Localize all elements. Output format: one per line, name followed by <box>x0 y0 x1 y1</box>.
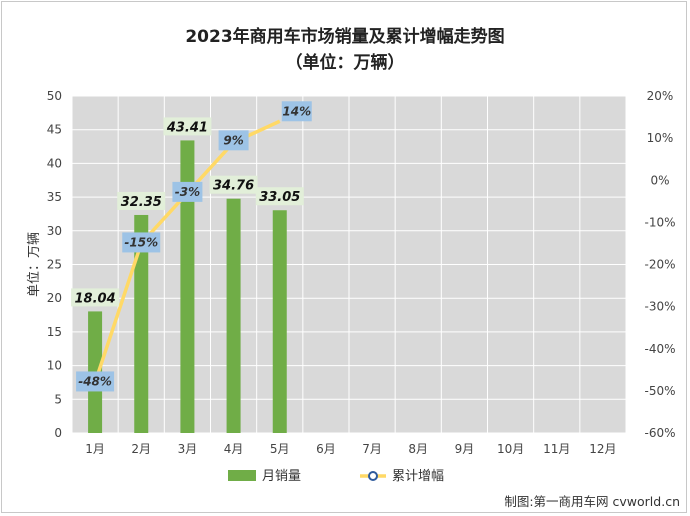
left-axis-tick-label: 35 <box>47 190 62 204</box>
y-axis-title: 单位：万辆 <box>27 232 42 297</box>
line-data-label: -48% <box>78 374 112 388</box>
x-axis-tick-label: 5月 <box>270 442 290 456</box>
x-axis-tick-label: 11月 <box>543 442 570 456</box>
right-axis-tick-label: -20% <box>644 258 675 272</box>
x-axis-tick-label: 9月 <box>455 442 475 456</box>
right-axis-tick-label: -50% <box>644 384 675 398</box>
legend-label-line: 累计增幅 <box>392 469 444 484</box>
bar <box>272 210 287 433</box>
x-axis-tick-label: 1月 <box>85 442 105 456</box>
left-axis-tick-label: 0 <box>54 426 62 440</box>
line-label-box <box>76 371 115 392</box>
x-axis-tick-label: 7月 <box>362 442 382 456</box>
bar-data-label: 18.04 <box>75 291 116 306</box>
bar <box>180 140 195 433</box>
bar-data-label: 33.05 <box>259 190 300 205</box>
bar-data-label: 34.76 <box>213 179 254 194</box>
line-label-box <box>281 101 312 122</box>
left-axis-tick-label: 40 <box>47 156 62 170</box>
left-axis-tick-label: 10 <box>47 359 62 373</box>
line-label-box <box>218 130 249 151</box>
left-axis-tick-label: 20 <box>47 291 62 305</box>
x-axis-tick-label: 10月 <box>497 442 524 456</box>
bar-label-box <box>163 117 212 136</box>
x-axis-tick-label: 12月 <box>589 442 616 456</box>
right-axis-tick-label: 20% <box>647 89 674 103</box>
bar <box>134 214 149 433</box>
x-axis-tick-label: 2月 <box>131 442 151 456</box>
right-axis-tick-label: 10% <box>647 131 674 145</box>
legend-label-bar: 月销量 <box>262 469 301 484</box>
right-axis-tick-label: -10% <box>644 215 675 229</box>
chart-subtitle: （单位：万辆） <box>285 53 405 73</box>
bar-label-box <box>255 187 304 206</box>
bar-label-box <box>71 288 120 307</box>
bar <box>226 198 241 433</box>
x-axis-tick-label: 3月 <box>178 442 198 456</box>
line-data-label: 9% <box>223 133 243 147</box>
right-axis-tick-label: 0% <box>650 173 669 187</box>
left-axis-tick-label: 45 <box>47 123 62 137</box>
bar-data-label: 43.41 <box>166 120 208 135</box>
right-axis-tick-label: -60% <box>644 426 675 440</box>
right-axis-tick-label: -40% <box>644 342 675 356</box>
line-label-box <box>122 232 161 253</box>
bar-label-box <box>117 191 166 210</box>
left-axis-tick-label: 30 <box>47 224 62 238</box>
legend-marker <box>368 471 378 481</box>
x-axis-tick-label: 8月 <box>408 442 428 456</box>
bar-data-label: 32.35 <box>121 195 162 210</box>
left-axis-tick-label: 25 <box>47 258 62 272</box>
chart-credit: 制图:第一商用车网 cvworld.cn <box>504 494 680 509</box>
x-axis-tick-label: 6月 <box>316 442 336 456</box>
left-axis-tick-label: 50 <box>47 89 62 103</box>
x-axis-tick-label: 4月 <box>224 442 244 456</box>
left-axis-tick-label: 15 <box>47 325 62 339</box>
line-label-box <box>172 181 203 202</box>
line-data-label: 14% <box>282 104 311 118</box>
right-axis-tick-label: -30% <box>644 300 675 314</box>
legend-swatch-bar <box>228 470 256 481</box>
bar-label-box <box>209 175 258 194</box>
line-data-label: -15% <box>124 235 158 249</box>
chart-title: 2023年商用车市场销量及累计增幅走势图 <box>185 27 505 47</box>
left-axis-tick-label: 5 <box>54 392 62 406</box>
line-data-label: -3% <box>175 185 200 199</box>
